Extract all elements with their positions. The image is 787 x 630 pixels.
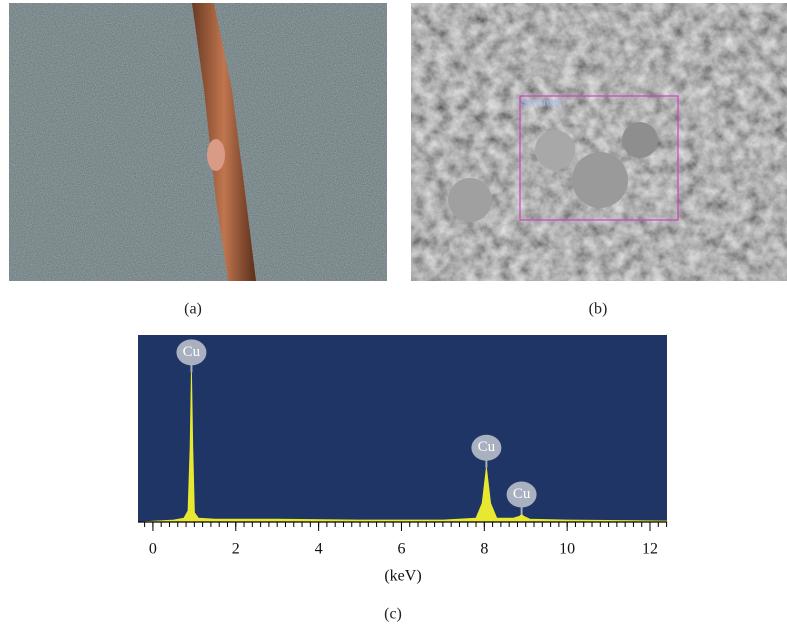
photo-a — [9, 3, 387, 281]
annotation-text: Cu — [183, 344, 201, 360]
x-tick-label: 2 — [232, 541, 240, 558]
x-tick-label: 4 — [315, 541, 323, 558]
x-tick-label: 0 — [149, 541, 157, 558]
x-tick-label: 10 — [559, 541, 575, 558]
photo-b: Spectrum 1 — [411, 3, 787, 281]
spectrum-label: Spectrum 1 — [521, 97, 567, 108]
x-tick-label: 12 — [642, 541, 658, 558]
x-axis-label: (keV) — [384, 568, 421, 585]
panel-label: (b) — [589, 301, 608, 318]
x-tick-label: 6 — [397, 541, 405, 558]
figure: Spectrum 1 (a) (b) (c) (keV) 0 2 4 6 8 10 12 Cu… — [0, 0, 787, 625]
plot-background — [138, 335, 667, 522]
panel-label: (c) — [384, 606, 402, 623]
annotation-text: Cu — [478, 439, 496, 455]
panel-label: (a) — [184, 301, 202, 318]
annotation-text: Cu — [513, 486, 531, 502]
x-tick-label: 8 — [480, 541, 488, 558]
